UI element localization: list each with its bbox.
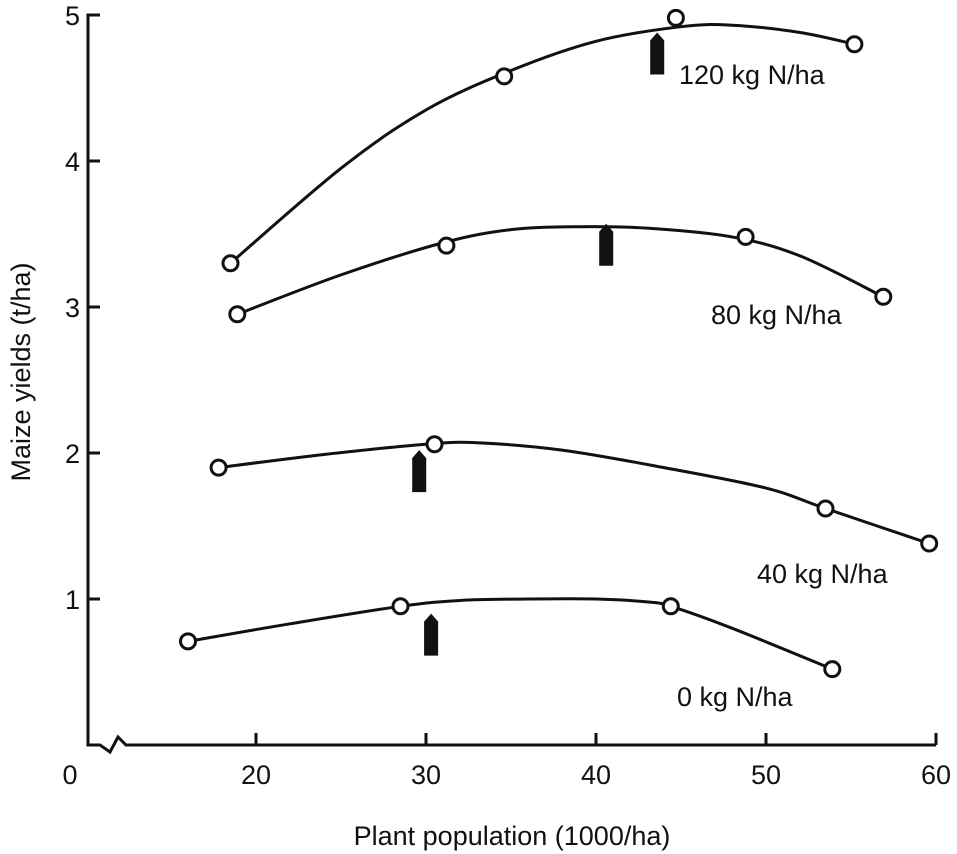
y-tick-label: 2 xyxy=(65,439,80,469)
x-tick-label: 50 xyxy=(751,760,781,790)
x-tick-label: 60 xyxy=(921,760,951,790)
y-tick-label: 3 xyxy=(65,293,80,323)
series-line xyxy=(229,23,855,265)
series-line xyxy=(187,597,833,671)
y-tick-label: 1 xyxy=(65,585,80,615)
series-label-80: 80 kg N/ha xyxy=(711,300,843,330)
axes xyxy=(86,13,938,755)
data-point xyxy=(845,35,864,54)
data-point xyxy=(437,236,456,255)
data-point xyxy=(661,597,680,616)
series-3 xyxy=(179,597,842,679)
x-tick-label: 20 xyxy=(241,760,271,790)
series-0 xyxy=(221,8,864,273)
series-2 xyxy=(209,435,939,553)
optimum-arrow-icon xyxy=(424,613,439,656)
data-point xyxy=(816,499,835,518)
data-point xyxy=(209,458,228,477)
y-tick-label: 5 xyxy=(65,1,80,31)
x-axis-label: Plant population (1000/ha) xyxy=(354,821,671,851)
data-point xyxy=(228,305,247,324)
y-tick-label: 4 xyxy=(65,147,80,177)
data-point xyxy=(495,67,514,86)
series-1 xyxy=(228,223,893,324)
data-point xyxy=(425,435,444,454)
data-point xyxy=(179,632,197,651)
x-tick-label: 40 xyxy=(581,760,611,790)
data-point xyxy=(823,660,842,679)
optimum-arrow-icon xyxy=(650,32,665,75)
data-point xyxy=(391,597,410,616)
series-label-0: 0 kg N/ha xyxy=(677,682,794,712)
series-label-40: 40 kg N/ha xyxy=(757,559,889,589)
y-axis-label: Maize yields (t/ha) xyxy=(6,262,36,481)
series-label-120: 120 kg N/ha xyxy=(679,60,826,90)
data-point xyxy=(736,227,755,246)
data-point xyxy=(221,254,240,273)
series-line xyxy=(218,440,930,545)
optimum-arrow-icon xyxy=(412,450,427,493)
data-point xyxy=(920,534,939,553)
x-tick-label: 0 xyxy=(62,760,77,790)
axis-lines xyxy=(86,13,936,755)
series-line xyxy=(236,225,884,316)
optimum-arrow-icon xyxy=(599,223,614,266)
x-tick-label: 30 xyxy=(411,760,441,790)
data-point xyxy=(666,8,685,27)
data-point xyxy=(874,287,893,306)
plot-area xyxy=(179,8,939,679)
